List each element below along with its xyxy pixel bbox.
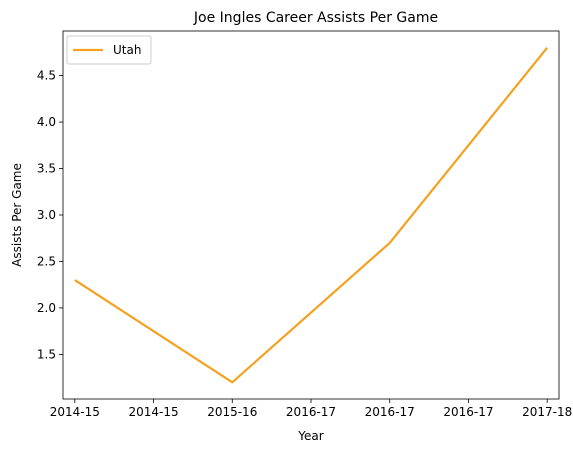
x-tick-label: 2015-16	[207, 405, 257, 419]
x-tick-label: 2017-18	[522, 405, 572, 419]
x-tick-label: 2016-17	[286, 405, 336, 419]
y-tick-label: 1.5	[37, 347, 56, 361]
y-tick-label: 4.0	[37, 115, 56, 129]
y-tick-label: 3.0	[37, 208, 56, 222]
x-tick-label: 2014-15	[50, 405, 100, 419]
legend-label-utah: Utah	[113, 43, 141, 57]
x-tick-label: 2016-17	[365, 405, 415, 419]
y-tick-label: 2.0	[37, 301, 56, 315]
legend-box	[66, 35, 152, 65]
y-axis-title: Assists Per Game	[10, 163, 24, 267]
y-tick-label: 3.5	[37, 162, 56, 176]
legend: Utah	[66, 35, 152, 65]
y-tick-label: 2.5	[37, 254, 56, 268]
x-tick-label: 2014-15	[128, 405, 178, 419]
x-tick-label: 2016-17	[443, 405, 493, 419]
x-axis-title: Year	[297, 429, 323, 443]
series-line-utah	[74, 47, 549, 384]
chart-title: Joe Ingles Career Assists Per Game	[193, 10, 438, 26]
axes-frame	[62, 30, 560, 400]
y-tick-label: 4.5	[37, 69, 56, 83]
plot-area: 2014-15 2014-15 2015-16 2016-17 2016-17 2016-…	[37, 47, 572, 419]
